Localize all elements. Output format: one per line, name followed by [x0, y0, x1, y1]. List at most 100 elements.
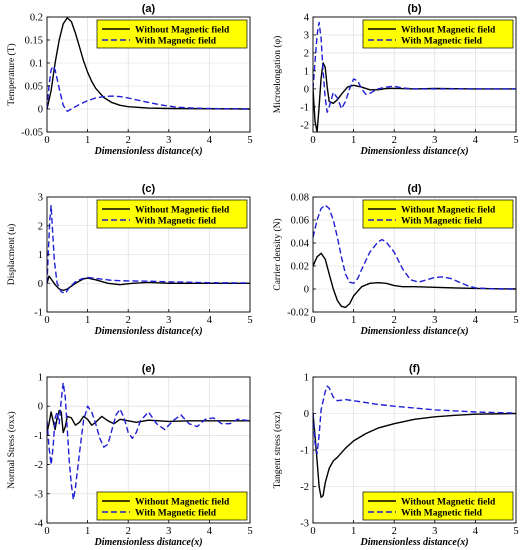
legend-label: With Magnetic field: [135, 509, 217, 519]
y-tick-label: 4: [304, 13, 310, 24]
chart-panel-4: 0 1 2 3 4 5-0.0200.020.040.060.08(d)Dimension…: [272, 183, 519, 337]
x-tick-label: 2: [392, 526, 397, 537]
x-tick-label: 4: [207, 135, 213, 146]
series-line-without-magnetic-field: [313, 412, 516, 499]
x-tick-label: 2: [392, 135, 397, 146]
x-axis-label: Dimensionless distance(x): [359, 146, 468, 157]
y-tick-label: 0.15: [25, 36, 43, 47]
x-axis-label: Dimensionless distance(x): [359, 326, 468, 337]
panel-label: (d): [407, 183, 421, 195]
series-line-with-magnetic-field: [47, 204, 250, 294]
y-tick-label: -1: [34, 308, 43, 319]
series-group: [313, 204, 516, 309]
x-tick-label: 2: [126, 135, 131, 146]
panel-label: (e): [142, 363, 156, 375]
x-tick-label: 4: [473, 135, 479, 146]
y-axis-label: Normal Stress (σxx): [6, 411, 17, 488]
legend-label: With Magnetic field: [401, 37, 483, 47]
x-tick-label: 3: [166, 315, 171, 326]
y-tick-label: 0.02: [291, 262, 309, 273]
y-tick-label: -1: [300, 102, 309, 113]
series-group: [313, 21, 516, 132]
legend-box: [96, 491, 248, 521]
legend-label: With Magnetic field: [135, 37, 217, 47]
legend-box: [362, 491, 514, 521]
x-tick-label: 4: [207, 315, 213, 326]
y-tick-label: 0.06: [291, 216, 309, 227]
chart-panel-5: 0 1 2 3 4 5 -4 -3 -2 -1 0 1 (e) Dimensionless distanc…: [6, 363, 253, 548]
y-axis-label: Microelongation (φ): [272, 36, 283, 114]
panel-label: (f): [409, 363, 420, 375]
x-tick-label: 0: [310, 135, 315, 146]
series-line-with-magnetic-field: [313, 21, 516, 113]
y-tick-label: -3: [34, 489, 43, 500]
y-tick-label: 0: [304, 285, 309, 296]
y-tick-label: 0: [304, 84, 309, 95]
x-tick-label: 5: [247, 526, 252, 537]
legend-label: Without Magnetic field: [135, 206, 230, 216]
series-group: [313, 385, 516, 499]
legend-label: With Magnetic field: [401, 217, 483, 227]
x-tick-label: 1: [85, 315, 90, 326]
series-line-without-magnetic-field: [47, 17, 250, 110]
y-tick-label: 0: [38, 279, 43, 290]
x-axis-label: Dimensionless distance(x): [359, 537, 468, 548]
series-group: [47, 17, 250, 112]
legend-box: [96, 19, 248, 49]
x-tick-label: 1: [351, 315, 356, 326]
x-tick-label: 2: [126, 526, 131, 537]
x-tick-label: 0: [310, 315, 315, 326]
y-tick-label: 2: [38, 221, 43, 232]
x-tick-label: 5: [513, 135, 518, 146]
legend-label: Without Magnetic field: [401, 498, 496, 508]
x-axis-label: Dimensionless distance(x): [93, 537, 202, 548]
y-axis-label: Temperature (T): [6, 43, 17, 105]
y-tick-label: -1: [300, 446, 309, 457]
x-tick-label: 0: [44, 526, 49, 537]
y-tick-label: 0: [38, 402, 43, 413]
y-tick-label: 1: [38, 250, 43, 261]
legend-label: Without Magnetic field: [401, 206, 496, 216]
y-tick-label: 0.05: [25, 82, 43, 93]
series-line-with-magnetic-field: [47, 382, 250, 501]
y-tick-label: -2: [300, 120, 309, 131]
chart-panel-1: 0 1 2 3 4 5-0.0500.050.10.150.2(a)Dimensionle…: [6, 3, 253, 157]
y-tick-label: 0.08: [291, 193, 309, 204]
y-tick-label: 0.1: [30, 59, 43, 70]
y-tick-label: 0.04: [291, 239, 310, 250]
x-tick-label: 4: [473, 526, 479, 537]
panel-label: (c): [142, 183, 156, 195]
plot-frame: [46, 16, 251, 133]
x-tick-label: 3: [166, 135, 171, 146]
x-tick-label: 0: [44, 135, 49, 146]
y-tick-label: 1: [304, 373, 309, 384]
x-tick-label: 5: [247, 135, 252, 146]
x-tick-label: 5: [513, 315, 518, 326]
x-tick-label: 0: [310, 526, 315, 537]
y-tick-label: 2: [304, 48, 309, 59]
y-axis-label: Tangent stress (σxz): [272, 412, 283, 489]
y-tick-label: 1: [38, 373, 43, 384]
x-tick-label: 5: [247, 315, 252, 326]
x-tick-label: 2: [126, 315, 131, 326]
x-tick-label: 0: [44, 315, 49, 326]
y-tick-label: -2: [34, 460, 43, 471]
y-tick-label: -2: [300, 482, 309, 493]
legend-box: [362, 19, 514, 49]
plot-frame: [312, 196, 517, 313]
y-tick-label: 0.2: [30, 13, 43, 24]
series-line-with-magnetic-field: [313, 204, 516, 290]
series-line-without-magnetic-field: [47, 275, 250, 292]
x-tick-label: 1: [351, 135, 356, 146]
y-axis-label: Carrier density (N): [272, 218, 283, 290]
plot-frame: [46, 376, 251, 524]
y-tick-label: 1: [304, 66, 309, 77]
legend-box: [96, 199, 248, 229]
plot-frame: [312, 16, 517, 133]
x-tick-label: 3: [432, 135, 437, 146]
legend-label: With Magnetic field: [135, 217, 217, 227]
